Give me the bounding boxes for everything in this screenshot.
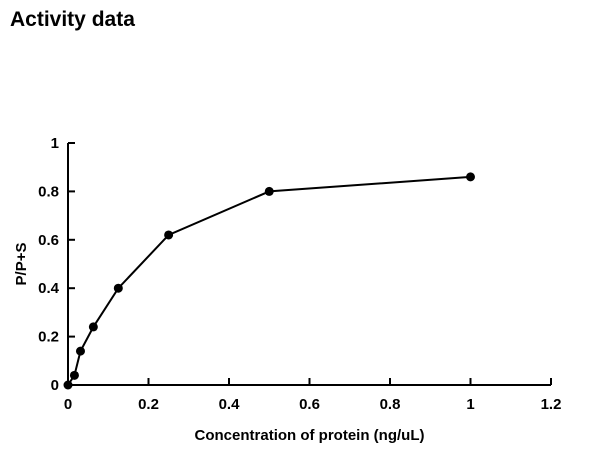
x-axis-label: Concentration of protein (ng/uL) [195,427,425,444]
y-tick-label: 0.4 [38,280,60,297]
x-tick-label: 1.2 [541,396,562,413]
x-tick-label: 1 [466,396,474,413]
x-tick-label: 0.4 [219,396,241,413]
data-point [466,172,475,182]
y-axis-label: P/P+S [13,243,30,286]
chart-title: Activity data [10,8,135,31]
x-tick-label: 0.8 [380,396,401,413]
data-point [75,346,85,356]
x-tick-label: 0.2 [138,396,159,413]
y-tick-label: 0.2 [38,329,59,346]
data-point [164,230,174,240]
data-point [264,186,274,196]
y-tick-label: 0.8 [38,183,59,200]
y-tick-label: 1 [51,135,59,152]
x-tick-label: 0.6 [299,396,320,413]
y-tick-label: 0.6 [38,232,59,249]
data-point [63,380,73,390]
data-line [67,175,471,386]
y-tick-label: 0 [51,377,59,394]
data-point [88,322,98,332]
x-tick-label: 0 [64,396,72,413]
data-point [113,283,123,293]
data-point [69,370,79,380]
